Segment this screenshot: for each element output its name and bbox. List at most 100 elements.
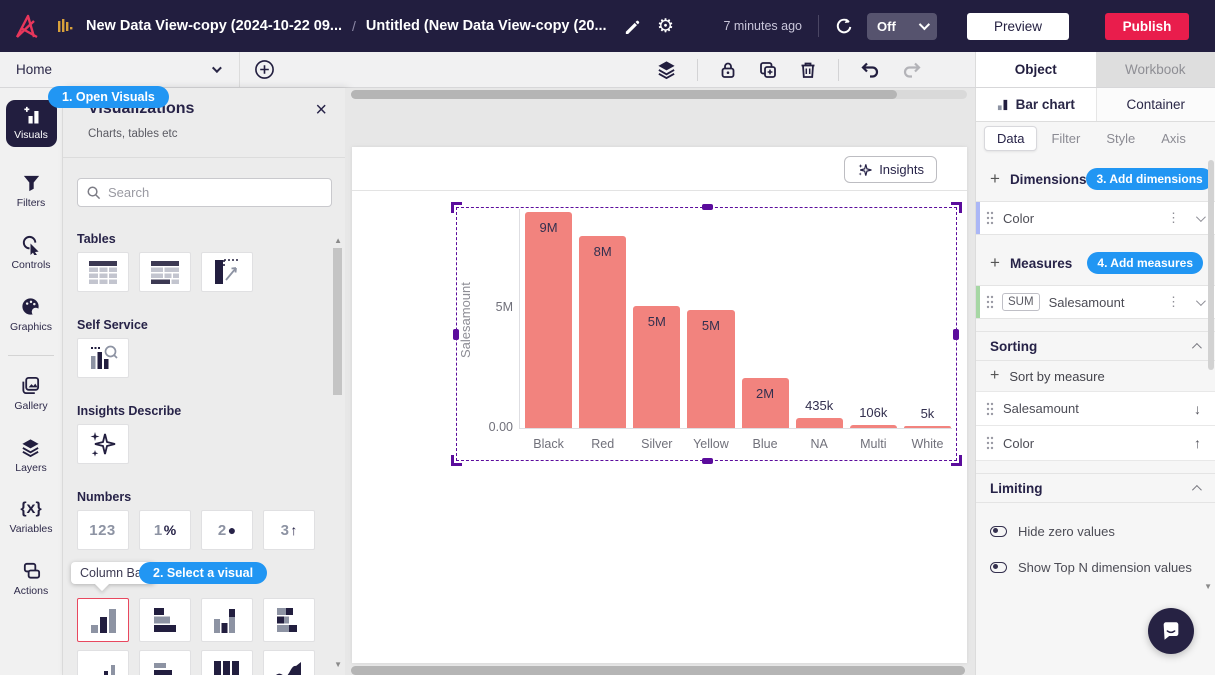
chevron-down-icon[interactable] [1195, 295, 1206, 306]
tab-workbook[interactable]: Workbook [1095, 52, 1215, 87]
drag-handle-icon[interactable] [986, 211, 994, 225]
canvas-hscrollbar-top[interactable] [351, 90, 967, 99]
viz-tile-area[interactable] [263, 650, 315, 675]
redo-icon[interactable] [901, 61, 923, 79]
sidebar-item-variables[interactable]: {x} Variables [9, 500, 53, 535]
kebab-menu-icon[interactable]: ⋮ [1167, 210, 1180, 225]
canvas-hscrollbar-bottom[interactable] [351, 666, 965, 675]
panel-scrollbar-thumb[interactable] [333, 248, 342, 395]
page-selector-dropdown[interactable]: Home [0, 52, 240, 87]
selection-handle-top-left[interactable] [451, 202, 462, 213]
sort-by-measure-button[interactable]: + Sort by measure [976, 361, 1215, 391]
toggle-show-top-n[interactable]: Show Top N dimension values [976, 553, 1215, 581]
sidebar-item-gallery[interactable]: Gallery [14, 375, 48, 412]
bar[interactable]: 5M [687, 212, 735, 428]
trash-icon[interactable] [798, 60, 818, 80]
sort-row-color[interactable]: Color ↑ [976, 426, 1215, 461]
toggle-hide-zero-values[interactable]: Hide zero values [976, 517, 1215, 545]
lock-icon[interactable] [718, 60, 738, 80]
close-icon[interactable]: × [315, 99, 327, 121]
aggregation-chip[interactable]: SUM [1002, 293, 1040, 311]
sidebar-item-actions[interactable]: Actions [14, 560, 48, 597]
sort-row-salesamount[interactable]: Salesamount ↓ [976, 391, 1215, 426]
sort-direction-asc-icon[interactable]: ↑ [1194, 435, 1201, 451]
viz-tile-insights-describe[interactable] [77, 424, 129, 464]
viz-tile-grouped-column[interactable] [201, 598, 253, 642]
viz-tile-pivot-table[interactable] [139, 252, 191, 292]
add-measure-icon[interactable]: + [990, 253, 1000, 272]
drag-handle-icon[interactable] [986, 402, 994, 416]
viz-tile-number[interactable]: 123 [77, 510, 129, 550]
selection-handle-bottom[interactable] [702, 458, 713, 464]
bar[interactable]: 2M [741, 212, 789, 428]
bar-chart-visual[interactable]: Salesamount 5M 0.00 9M 8M 5M 5M 2M 435k 106k 5k … [352, 147, 967, 663]
viz-tile-dynamic-table[interactable] [201, 252, 253, 292]
panel-scroll-up-icon[interactable]: ▲ [334, 236, 342, 245]
viz-tile-kpi-dot[interactable]: 2 ● [201, 510, 253, 550]
viz-tile-self-service[interactable] [77, 338, 129, 378]
tab-container[interactable]: Container [1095, 88, 1215, 121]
selection-handle-top[interactable] [702, 204, 713, 210]
viz-tile-kpi-trend[interactable]: 3 ↑ [263, 510, 315, 550]
viz-tile-horizontal-bar[interactable] [139, 650, 191, 675]
viz-tile-columns[interactable] [201, 650, 253, 675]
support-chat-button[interactable] [1148, 608, 1194, 654]
limiting-section-header[interactable]: Limiting [976, 473, 1215, 503]
toggle-off-icon[interactable] [990, 525, 1007, 537]
tab-axis[interactable]: Axis [1161, 131, 1186, 146]
tab-data[interactable]: Data [984, 126, 1038, 151]
sidebar-item-layers[interactable]: Layers [15, 437, 47, 474]
bar[interactable]: 106k [849, 212, 897, 428]
undo-icon[interactable] [859, 61, 881, 79]
search-box[interactable] [77, 178, 332, 207]
sorting-section-header[interactable]: Sorting [976, 331, 1215, 361]
sidebar-item-graphics[interactable]: Graphics [10, 296, 52, 333]
breadcrumb-workbook-title[interactable]: Untitled (New Data View-copy (20... [365, 18, 607, 34]
drag-handle-icon[interactable] [986, 295, 994, 309]
preview-button[interactable]: Preview [967, 12, 1069, 40]
drag-handle-icon[interactable] [986, 436, 994, 450]
toggle-off-icon[interactable] [990, 561, 1007, 573]
viz-tile-stacked-bar[interactable] [263, 598, 315, 642]
tab-style[interactable]: Style [1106, 131, 1136, 146]
selection-handle-bottom-right[interactable] [951, 455, 962, 466]
viz-tile-percent[interactable]: 1% [139, 510, 191, 550]
selection-handle-right[interactable] [953, 329, 959, 340]
canvas-page[interactable]: Insights Salesamount 5M 0.00 9M 8M 5M 5M 2M 43… [352, 147, 967, 663]
inspector-scrollbar-thumb[interactable] [1208, 160, 1214, 370]
insights-button[interactable]: Insights [844, 156, 937, 183]
viz-tile-table[interactable] [77, 252, 129, 292]
selection-handle-bottom-left[interactable] [451, 455, 462, 466]
settings-gear-icon[interactable]: ⚙ [657, 15, 675, 37]
dimension-row-color[interactable]: Color ⋮ [976, 201, 1215, 235]
sidebar-item-controls[interactable]: Controls [11, 234, 51, 271]
breadcrumb-dataview[interactable]: New Data View-copy (2024-10-22 09... [86, 18, 343, 34]
bar[interactable]: 5M [633, 212, 681, 428]
selection-handle-left[interactable] [453, 329, 459, 340]
search-input[interactable] [108, 185, 323, 200]
sidebar-item-visuals[interactable]: Visuals [5, 100, 57, 147]
bar[interactable]: 9M [525, 212, 573, 428]
edit-title-icon[interactable] [623, 17, 641, 35]
tab-bar-chart[interactable]: Bar chart [976, 88, 1096, 121]
tab-object[interactable]: Object [976, 52, 1096, 87]
measure-row-salesamount[interactable]: SUM Salesamount ⋮ [976, 285, 1215, 319]
selection-handle-top-right[interactable] [951, 202, 962, 213]
publish-button[interactable]: Publish [1105, 12, 1189, 40]
tab-filter[interactable]: Filter [1051, 131, 1081, 146]
add-dimension-icon[interactable]: + [990, 169, 1000, 188]
kebab-menu-icon[interactable]: ⋮ [1167, 294, 1180, 309]
bar[interactable]: 5k [903, 212, 951, 428]
panel-scroll-down-icon[interactable]: ▼ [334, 660, 342, 669]
sort-direction-desc-icon[interactable]: ↓ [1194, 400, 1201, 417]
add-page-button[interactable] [254, 59, 275, 80]
sidebar-item-filters[interactable]: Filters [17, 172, 45, 209]
layers-icon[interactable] [656, 59, 677, 80]
inspector-scroll-down-icon[interactable]: ▼ [1204, 582, 1212, 591]
chevron-down-icon[interactable] [1195, 211, 1206, 222]
viz-tile-column-line[interactable] [77, 650, 129, 675]
bar[interactable]: 435k [795, 212, 843, 428]
bar[interactable]: 8M [579, 212, 627, 428]
duplicate-icon[interactable] [758, 60, 778, 80]
refresh-icon[interactable] [835, 17, 853, 35]
